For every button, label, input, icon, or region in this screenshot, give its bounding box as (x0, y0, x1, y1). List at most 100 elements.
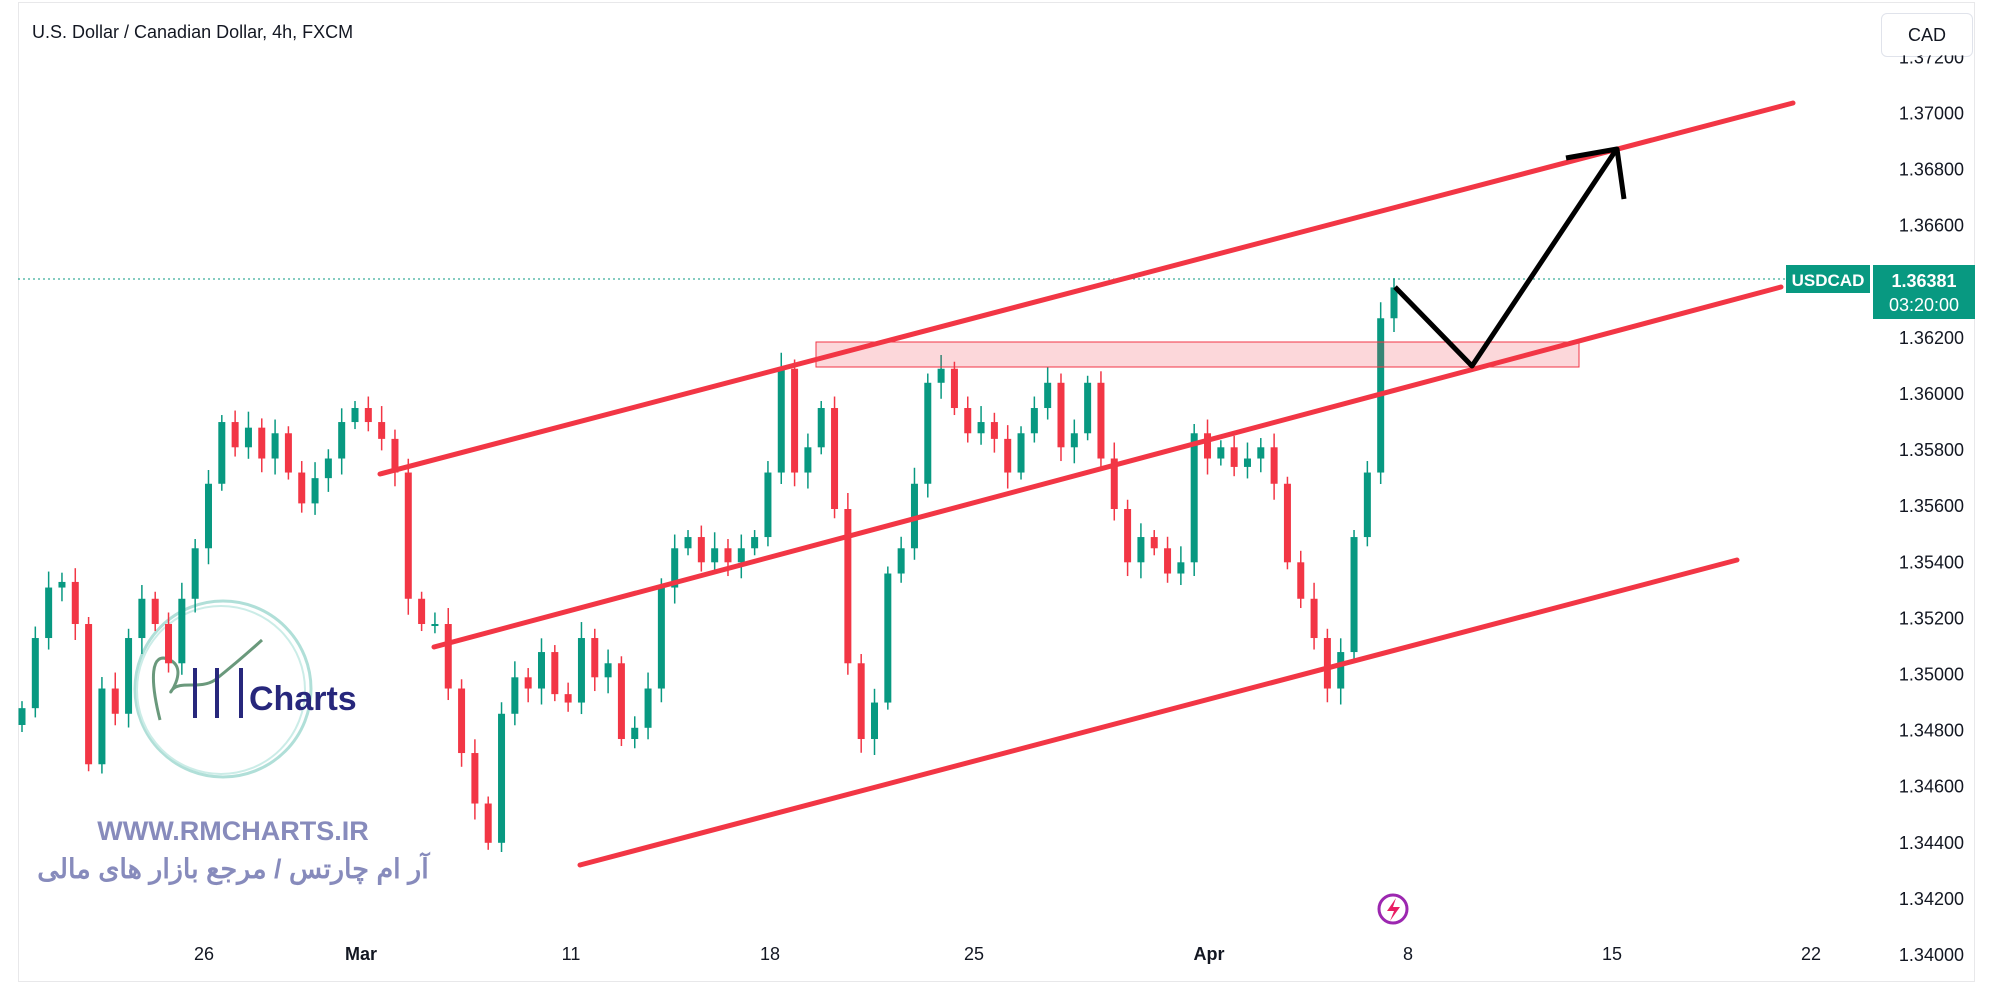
candle-body (577, 638, 585, 703)
time-tick-label: Apr (1194, 944, 1225, 964)
candle (444, 608, 452, 701)
candle (751, 530, 759, 556)
candle (924, 373, 932, 498)
candle-body (1124, 509, 1132, 563)
candle (617, 656, 625, 747)
candle-body (1297, 562, 1305, 599)
price-tick-label: 1.34800 (1899, 721, 1964, 741)
candle-body (524, 677, 532, 689)
candle (577, 622, 585, 715)
candle-body (684, 537, 692, 549)
candle-body (1323, 638, 1331, 689)
candle (1217, 440, 1225, 466)
candle (1177, 546, 1185, 586)
candle-body (937, 368, 945, 383)
candle-body (1230, 447, 1238, 467)
candle (551, 645, 559, 702)
currency-button[interactable]: CAD (1881, 13, 1973, 57)
price-tick-label: 1.34000 (1899, 945, 1964, 965)
watermark: Charts WWW.RMCHARTS.IR آر ام چارتس / مرج… (37, 599, 430, 886)
candle-body (604, 663, 612, 678)
candle-body (298, 472, 306, 504)
candle-body (1084, 382, 1092, 434)
candle-body (444, 624, 452, 689)
candle (644, 672, 652, 740)
time-axis[interactable]: 26 Mar 11 18 25 Apr 8 15 22 (194, 944, 1821, 964)
channel-middle-line[interactable] (431, 284, 1784, 650)
candle (1084, 375, 1092, 441)
lightning-icon[interactable] (1377, 893, 1409, 925)
candle-body (751, 537, 759, 549)
candle-body (1350, 537, 1358, 653)
time-tick-label: 22 (1801, 944, 1821, 964)
candle-body (418, 598, 426, 625)
price-tick-label: 1.34200 (1899, 889, 1964, 909)
candle (817, 401, 825, 455)
candle-body (631, 727, 639, 740)
candle (311, 462, 319, 515)
price-axis[interactable]: 1.37200 1.37000 1.36800 1.36600 1.36200 1.360… (1899, 47, 1964, 965)
candle-body (244, 427, 252, 448)
candle (1270, 433, 1278, 500)
candle (1017, 426, 1025, 480)
time-tick-label: 11 (562, 944, 581, 964)
candle-body (1030, 408, 1038, 434)
candle (1363, 461, 1371, 547)
price-tick-label: 1.35800 (1899, 440, 1964, 460)
candle-body (1017, 433, 1025, 473)
channel-upper-line[interactable] (377, 100, 1796, 477)
chart-frame (18, 2, 1975, 982)
candle-body (977, 422, 985, 434)
candle (231, 410, 239, 457)
candle-body (1044, 382, 1052, 409)
candle (258, 418, 266, 473)
candle-body (551, 652, 559, 695)
candle (378, 406, 386, 451)
candle (204, 470, 212, 565)
candle (791, 359, 799, 487)
projection-arrow[interactable] (1393, 148, 1619, 369)
candle-body (1164, 548, 1172, 574)
candle-body (924, 382, 932, 484)
candle (604, 649, 612, 694)
watermark-url: WWW.RMCHARTS.IR (97, 816, 368, 846)
candle (271, 419, 279, 475)
candle (31, 626, 39, 718)
candle (1150, 530, 1158, 556)
candle-body (964, 408, 972, 434)
candle-body (45, 587, 53, 639)
candle (338, 408, 346, 475)
candle-body (204, 483, 212, 549)
watermark-tagline: آر ام چارتس / مرجع بازار های مالی (37, 851, 430, 886)
candle-body (1337, 652, 1345, 689)
candle (1257, 438, 1265, 473)
price-tick-label: 1.36800 (1899, 160, 1964, 180)
candle (1204, 419, 1212, 475)
candle-body (1004, 438, 1012, 473)
candle (244, 411, 252, 459)
candle (671, 534, 679, 604)
candle (857, 654, 865, 753)
candle-body (724, 548, 732, 563)
candle-body (125, 638, 133, 714)
channel-lower-line[interactable] (577, 557, 1740, 868)
candle (58, 572, 66, 602)
candle-body (591, 638, 599, 678)
candle (418, 591, 426, 632)
candle-body (1283, 483, 1291, 563)
candle-body (1204, 433, 1212, 459)
candle (138, 585, 146, 655)
candle (511, 661, 519, 726)
candle (165, 612, 173, 673)
candle (1110, 442, 1118, 521)
candle (1190, 424, 1198, 577)
candle (218, 415, 226, 491)
resistance-zone[interactable] (815, 341, 1580, 368)
candle (964, 396, 972, 443)
candle-body (844, 509, 852, 664)
candle-body (857, 663, 865, 740)
candle (937, 355, 945, 399)
candle-body (1390, 287, 1398, 319)
candle-body (1137, 537, 1145, 563)
